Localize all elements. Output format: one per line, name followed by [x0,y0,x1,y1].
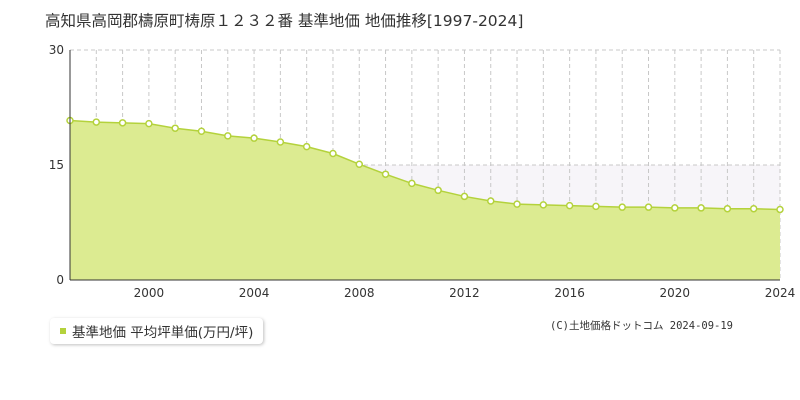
data-point-2002 [197,127,206,136]
y-tick-label: 15 [49,158,64,172]
data-point-2024 [776,205,784,214]
data-point-2015 [539,201,548,209]
copyright-text: (C)土地価格ドットコム 2024-09-19 [550,320,734,332]
x-tick-labels: 2000 2004 2008 2012 2016 2020 2024 [134,286,796,300]
area-fill [70,120,780,281]
y-tick-label: 0 [56,273,64,287]
x-tick-label: 2004 [239,286,270,300]
data-point-1998 [92,118,101,126]
data-point-2013 [486,197,495,205]
data-point-2022 [723,204,732,213]
data-point-2012 [460,192,469,201]
data-point-2005 [276,138,285,146]
data-point-2016 [565,201,574,210]
data-point-1999 [118,119,127,127]
x-tick-label: 2024 [765,286,796,300]
data-point-2004 [250,134,258,142]
legend: 基準地価 平均坪単価(万円/坪) [50,318,264,344]
data-point-2006 [302,142,311,151]
x-tick-label: 2012 [449,286,480,300]
data-point-2008 [355,160,364,168]
series-line [69,119,781,211]
legend-swatch [60,328,66,334]
data-point-2000 [145,119,153,128]
data-point-2007 [329,149,337,158]
data-point-2019 [644,203,653,211]
data-point-2011 [434,186,442,195]
data-point-2009 [381,170,390,178]
data-point-2021 [697,204,705,212]
legend-label: 基準地価 平均坪単価(万円/坪) [72,325,254,341]
data-point-2023 [749,204,758,213]
x-tick-label: 2008 [344,286,375,300]
x-tick-label: 2000 [134,286,165,300]
y-tick-labels: 0 15 30 [49,43,64,287]
data-point-2014 [513,200,521,208]
data-point-2020 [671,204,679,212]
chart-title: 高知県高岡郡檮原町梼原１２３２番 基準地価 地価推移[1997-2024] [45,12,524,30]
data-point-2003 [224,132,232,140]
data-point-2010 [408,179,416,188]
data-point-2018 [618,203,626,211]
y-tick-label: 30 [49,43,64,57]
x-tick-label: 2016 [554,286,585,300]
data-point-2017 [592,202,600,211]
data-point-2001 [171,124,179,132]
x-tick-label: 2020 [660,286,691,300]
